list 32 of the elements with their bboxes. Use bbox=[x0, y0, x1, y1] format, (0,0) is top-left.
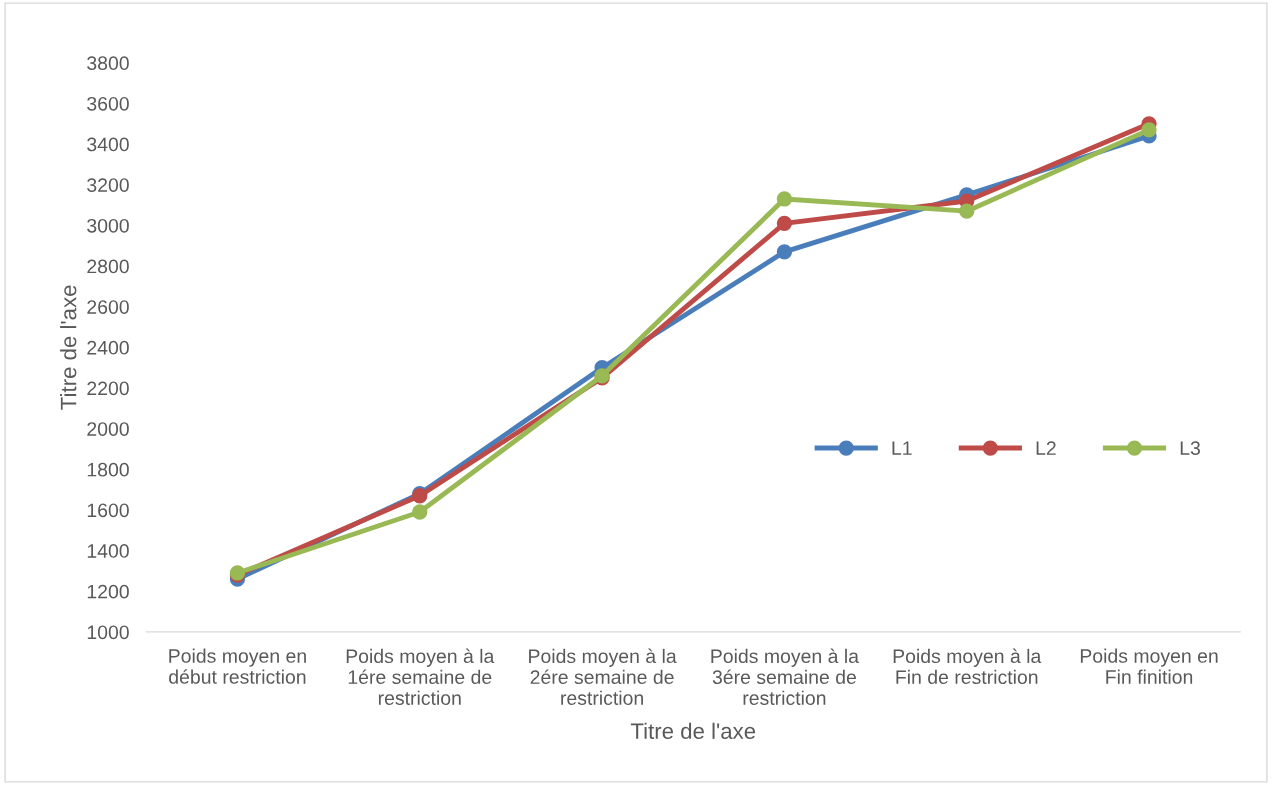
legend-label: L2 bbox=[1036, 441, 1056, 455]
legend-label: L3 bbox=[1180, 441, 1200, 456]
y-tick-label: 2000 bbox=[87, 422, 129, 436]
y-tick-label: 2200 bbox=[87, 381, 129, 396]
y-tick-label: 2400 bbox=[87, 340, 129, 355]
x-tick-label: Poids moyen à la Fin de restriction bbox=[893, 648, 1042, 685]
y-tick-label: 1400 bbox=[87, 544, 129, 558]
x-tick-label: Poids moyen à la 3ére semaine de restriction bbox=[711, 648, 859, 705]
y-tick-label: 2600 bbox=[87, 300, 129, 314]
point bbox=[776, 215, 793, 232]
y-tick-label: 3200 bbox=[87, 178, 129, 192]
x-tick-label: Poids moyen en début restriction bbox=[169, 648, 306, 684]
y-tick-label: 1800 bbox=[87, 462, 129, 477]
point bbox=[959, 203, 975, 219]
y-tick-label: 3600 bbox=[87, 96, 129, 111]
y-tick-label: 3000 bbox=[87, 218, 129, 233]
legend-label: L1 bbox=[892, 441, 912, 455]
x-tick-label: Poids moyen en Fin finition bbox=[1080, 648, 1218, 684]
y-axis-title: Titre de l'axe bbox=[60, 285, 77, 410]
x-tick-label: Poids moyen à la 1ére semaine de restriction bbox=[346, 648, 495, 705]
point bbox=[1141, 122, 1157, 138]
y-tick-label: 3400 bbox=[87, 137, 129, 152]
y-tick-label: 3800 bbox=[87, 56, 129, 71]
point bbox=[412, 504, 428, 520]
y-tick-label: 1600 bbox=[87, 503, 129, 518]
x-axis-title: Titre de l'axe bbox=[630, 722, 756, 740]
y-tick-label: 1200 bbox=[87, 584, 129, 599]
x-tick-label: Poids moyen à la 2ére semaine de restriction bbox=[529, 648, 677, 705]
y-tick-label: 2800 bbox=[87, 259, 129, 274]
y-tick-label: 1000 bbox=[87, 625, 129, 640]
point bbox=[776, 191, 793, 207]
point bbox=[776, 244, 793, 260]
